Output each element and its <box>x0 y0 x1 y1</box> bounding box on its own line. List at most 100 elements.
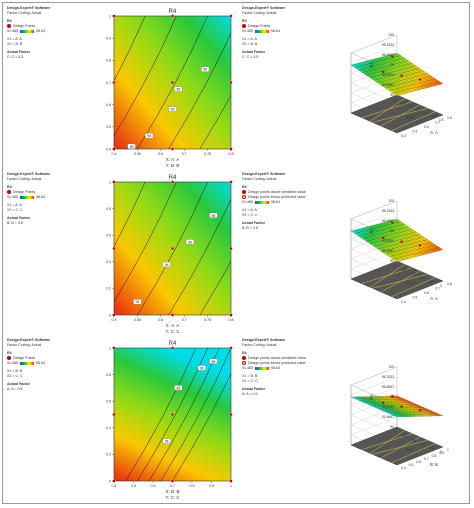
floor-contour-line <box>372 108 428 123</box>
x-tick-label: 0.8 <box>402 268 407 272</box>
z-tick-label: 96.6667 <box>382 219 394 223</box>
x2-line: X2 = C: C <box>7 374 23 378</box>
factor-coding: Factor Coding: Actual <box>242 177 277 181</box>
floor-contour-line <box>372 440 428 455</box>
contour-line <box>168 198 231 315</box>
contour-label: 95 <box>171 108 175 112</box>
contour-label: 93 <box>135 300 139 304</box>
contour-line <box>114 16 146 82</box>
z-tick-label: 98.3333 <box>382 43 394 47</box>
surface-design-point <box>418 78 422 81</box>
legend-left: Design-Expert® Software Factor Coding: A… <box>7 338 102 392</box>
floor-contour-line <box>370 98 405 122</box>
color-ramp-legend: 91.485 98.64 <box>242 29 280 33</box>
x-tick-label: 1 <box>394 430 396 434</box>
below-legend: Design points below predicted value <box>242 361 332 366</box>
x-tick-label: 0.7 <box>182 152 187 156</box>
x-tick-label: 0.8 <box>408 105 413 109</box>
y-tick-label: 0 <box>109 313 111 317</box>
software-name: Design-Expert® Software <box>7 172 51 176</box>
y-tick-label: 0.4 <box>106 426 111 430</box>
contour-label: 96 <box>203 68 207 72</box>
design-point <box>112 412 116 417</box>
x1-line: X1 = B: B <box>242 374 258 378</box>
software-name: Design-Expert® Software <box>7 6 51 10</box>
below-dot-icon <box>242 361 246 366</box>
contour-label: 95 <box>211 360 215 364</box>
z-tick-label: 96.6667 <box>382 385 394 389</box>
y-tick-label: 1 <box>109 14 111 18</box>
y-tick-label: 0.6 <box>424 125 429 129</box>
y-axis-label: A: A <box>430 130 438 135</box>
contour-label-box <box>144 133 154 139</box>
contour-label-box <box>127 143 136 149</box>
y-tick-label: 0.5 <box>409 463 414 467</box>
software-name: Design-Expert® Software <box>242 338 286 342</box>
y-tick-label: 0.6 <box>106 234 111 238</box>
z-axis-label: R4 <box>369 62 374 68</box>
design-points-legend: Design Points <box>242 24 332 29</box>
x-tick-label: 0.6 <box>158 318 163 322</box>
contour-label: 96 <box>200 366 204 370</box>
y-tick-label: 0.4 <box>106 147 111 151</box>
z-tick-label: 90 <box>390 259 394 263</box>
above-dot-icon <box>242 190 246 195</box>
software-name: Design-Expert® Software <box>7 338 51 342</box>
y-tick-label: 0.6 <box>106 400 111 404</box>
floor-contour-line <box>372 274 428 289</box>
x-tick-label: 0.8 <box>229 318 234 322</box>
x-tick-label: 0.9 <box>400 101 405 105</box>
contour-label: 93 <box>130 145 134 149</box>
surface-design-point <box>382 70 385 74</box>
x1-line: X1 = A: A <box>242 208 257 212</box>
x-axis-label: C: C <box>406 281 414 286</box>
z-tick-label: 98.3333 <box>382 209 394 213</box>
panel-3: Design-Expert® Software Factor Coding: A… <box>0 336 474 504</box>
y-tick-label: 0.5 <box>413 130 418 134</box>
color-ramp-legend: 91.485 98.64 <box>7 195 45 199</box>
response-name: R4 <box>242 351 247 355</box>
floor-contour-line <box>361 267 413 284</box>
y-tick-label: 0.5 <box>413 296 418 300</box>
z-tick-label: 93.3333 <box>382 239 394 243</box>
factor-coding: Factor Coding: Actual <box>242 11 277 15</box>
design-point <box>112 246 116 251</box>
contour-plot-2: R4 93 94 95 96 0.4 0.55 0.6 0.7 0.75 0.8 0 0.2 0.4 0.6… <box>106 175 234 334</box>
floor-contour-line <box>391 111 436 131</box>
x-tick-label: 0.5 <box>431 115 436 119</box>
x-tick-label: 0.4 <box>420 442 425 446</box>
actual-factor-value: B: B = 0.6 <box>7 221 23 225</box>
software-name: Design-Expert® Software <box>242 172 286 176</box>
surface-patch <box>392 258 402 262</box>
design-point <box>170 14 175 18</box>
actual-factor-value: A: A = 0.6 <box>7 387 23 391</box>
x-tick-label: 0.6 <box>411 272 416 276</box>
legend-left: Design-Expert® Software Factor Coding: A… <box>7 172 102 226</box>
contour-label-box <box>168 106 177 112</box>
actual-factor-title: Actual Factor <box>242 50 265 54</box>
y-tick-label: 0.4 <box>401 134 406 138</box>
floor-contour-line <box>380 436 421 459</box>
actual-factor-value: A: A = 0.6 <box>242 392 258 396</box>
response-name: R4 <box>7 185 12 189</box>
y-axis-label: Y: C: C <box>165 495 180 500</box>
z-tick-label: 93.3333 <box>382 405 394 409</box>
above-legend: Design points above predicted value <box>242 190 332 195</box>
z-tick-label: 91.6667 <box>382 415 394 419</box>
contour-line <box>114 182 177 303</box>
x-tick-label: 0 <box>440 450 442 454</box>
x-tick-label: 0 <box>440 284 442 288</box>
contour-label-box <box>174 385 183 391</box>
above-legend: Design points above predicted value <box>242 356 332 361</box>
surface-plot-2: 100 98.3333 96.6667 95 93.3333 91.6667 90 R4 1 0.… <box>350 199 452 304</box>
design-point <box>170 246 175 251</box>
design-points-legend: Design Points <box>7 24 102 29</box>
y-tick-label: 0.6 <box>416 460 421 464</box>
x-tick-label: 0.8 <box>190 484 195 488</box>
color-ramp-legend: 91.485 98.64 <box>242 200 280 204</box>
x-tick-label: 1 <box>230 484 232 488</box>
color-ramp-icon <box>255 200 269 204</box>
y-axis-label: A: A <box>430 296 438 301</box>
z-tick-label: 91.6667 <box>382 83 394 87</box>
floor-contour-line <box>370 264 405 288</box>
